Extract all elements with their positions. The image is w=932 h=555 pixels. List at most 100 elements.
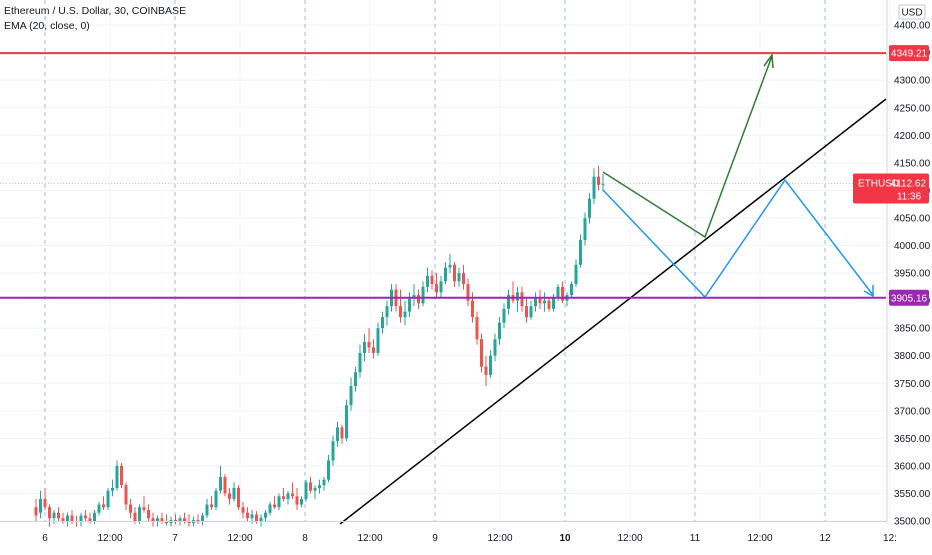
- price-tick-label: 4300.00: [894, 76, 931, 87]
- candle-body: [43, 498, 47, 508]
- candle: [57, 507, 60, 521]
- candle-body: [57, 512, 60, 519]
- candle-body: [201, 515, 204, 523]
- candle: [601, 173, 605, 192]
- candle-body: [484, 366, 488, 375]
- candle-body: [210, 504, 213, 508]
- candle: [97, 501, 101, 516]
- candle-body: [336, 427, 339, 442]
- candle-body: [219, 476, 222, 491]
- candle-body: [250, 514, 254, 519]
- candle-body: [561, 286, 564, 301]
- candle: [381, 311, 384, 334]
- support-price-label: 3905.16: [891, 293, 928, 304]
- candle-body: [592, 176, 596, 199]
- candle: [592, 168, 596, 205]
- candle-body: [282, 496, 285, 499]
- candle-body: [457, 273, 461, 282]
- candle: [151, 512, 155, 527]
- horizontal-levels[interactable]: [0, 52, 886, 299]
- candle: [214, 487, 218, 510]
- candle-body: [88, 518, 92, 521]
- candle-body: [493, 339, 497, 356]
- candle: [462, 264, 465, 290]
- candle: [282, 487, 285, 502]
- candle: [597, 165, 600, 191]
- price-tick-label: 4150.00: [894, 158, 931, 169]
- candle-body: [403, 311, 407, 318]
- green-arrowhead: [763, 52, 774, 69]
- candle-body: [309, 482, 312, 491]
- candle-body: [372, 347, 375, 353]
- price-tick-label: 3950.00: [894, 269, 931, 280]
- candlesticks: [34, 165, 605, 527]
- candle: [480, 333, 483, 373]
- resistance-price-label: 4349.21: [891, 49, 928, 60]
- candle-body: [228, 493, 231, 499]
- candle: [376, 322, 380, 356]
- candle-body: [556, 286, 560, 298]
- price-tick-label: 4250.00: [894, 103, 931, 114]
- candle: [331, 435, 335, 466]
- candle-body: [66, 515, 69, 521]
- candle-body: [462, 273, 465, 285]
- candle-body: [178, 518, 182, 523]
- candle-body: [516, 292, 519, 301]
- candle: [547, 297, 551, 312]
- candle-body: [327, 460, 330, 480]
- candle-body: [93, 512, 96, 521]
- candle: [466, 278, 470, 307]
- candle-body: [147, 509, 150, 519]
- candle: [327, 454, 330, 483]
- price-tick-label: 4050.00: [894, 213, 931, 224]
- drawings: [339, 52, 887, 525]
- support-price-tag: [889, 289, 929, 306]
- candle: [493, 333, 497, 362]
- candle-body: [525, 306, 528, 318]
- candle-body: [84, 515, 87, 519]
- candle-body: [534, 297, 537, 307]
- candle: [345, 399, 348, 442]
- current-price-label: 4112.62: [891, 178, 927, 189]
- candle: [498, 317, 501, 345]
- candle: [129, 498, 132, 519]
- candle-body: [183, 518, 186, 521]
- price-tick-label: 3650.00: [894, 434, 931, 445]
- candle: [520, 286, 524, 312]
- axes: 4400.004350.004300.004250.004200.004150.…: [0, 0, 931, 544]
- candle-body: [237, 487, 240, 508]
- price-tick-label: 4000.00: [894, 241, 931, 252]
- candle: [232, 482, 236, 502]
- day-separators: [44, 0, 826, 521]
- candle-body: [475, 317, 479, 340]
- candle: [502, 303, 506, 329]
- candle-body: [331, 441, 335, 461]
- candle: [340, 424, 344, 444]
- candle: [165, 514, 168, 526]
- candle-body: [597, 176, 600, 185]
- date-tick-label: 12: [819, 533, 831, 544]
- candle: [106, 487, 110, 510]
- candle-body: [300, 498, 303, 505]
- candle-body: [538, 297, 542, 304]
- candle-body: [34, 507, 38, 516]
- candle-body: [286, 493, 290, 499]
- candle: [237, 485, 240, 510]
- candle: [43, 487, 47, 510]
- candle-body: [156, 518, 159, 523]
- candle: [525, 297, 528, 323]
- candle-body: [165, 521, 168, 524]
- candle: [183, 512, 186, 524]
- candle: [273, 496, 276, 509]
- candle: [241, 501, 245, 519]
- resistance-price-tag: [889, 45, 929, 62]
- candle: [538, 289, 542, 309]
- candle: [529, 300, 533, 320]
- candle-body: [120, 465, 123, 486]
- candle: [412, 284, 416, 307]
- candle: [79, 512, 83, 527]
- candle-body: [187, 521, 191, 524]
- candle: [295, 487, 299, 510]
